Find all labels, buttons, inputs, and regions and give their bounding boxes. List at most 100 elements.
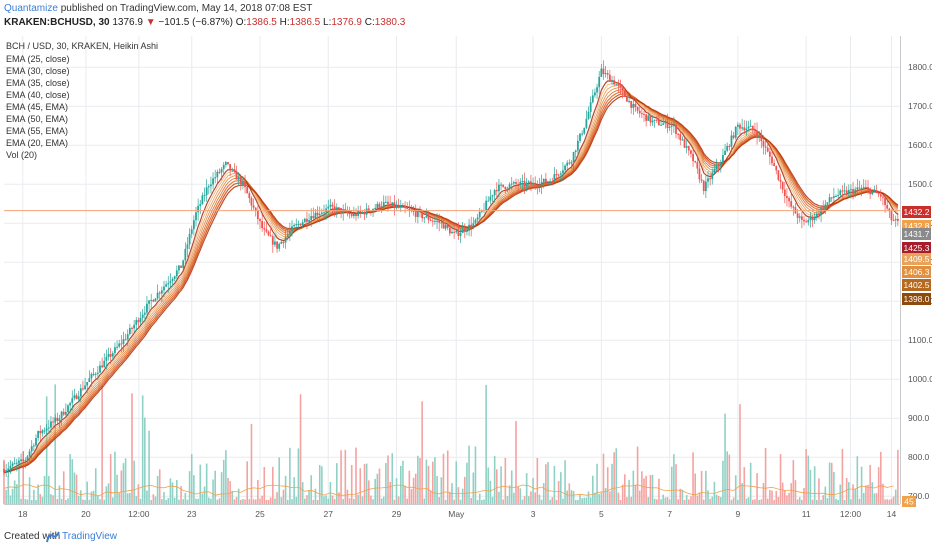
candle-body bbox=[197, 205, 200, 213]
tradingview-link[interactable]: TradingView bbox=[62, 531, 118, 542]
volume-bar bbox=[146, 490, 148, 504]
volume-bar bbox=[45, 396, 48, 504]
price-chart[interactable]: 700.0800.0900.01000.01100.01200.01300.01… bbox=[0, 34, 932, 520]
candle-body bbox=[487, 200, 490, 202]
candle-body bbox=[813, 218, 816, 221]
volume-bar bbox=[662, 494, 664, 504]
volume-bar bbox=[596, 463, 598, 504]
candle-body bbox=[754, 128, 756, 131]
candle-body bbox=[749, 125, 752, 127]
volume-bar bbox=[314, 488, 317, 504]
candle-body bbox=[195, 212, 197, 221]
candle-body bbox=[141, 314, 144, 318]
x-tick-label: 29 bbox=[392, 509, 402, 519]
candle-body bbox=[890, 211, 893, 221]
volume-bar bbox=[346, 489, 349, 504]
candle-body bbox=[408, 209, 411, 211]
volume-bar bbox=[402, 460, 404, 504]
candle-body bbox=[549, 181, 552, 183]
candle-body bbox=[342, 209, 345, 214]
volume-bar bbox=[594, 492, 596, 504]
volume-bar bbox=[306, 495, 308, 504]
candle-body bbox=[594, 92, 596, 96]
candle-body bbox=[412, 210, 415, 212]
volume-bar bbox=[333, 499, 336, 504]
volume-bar bbox=[865, 485, 867, 504]
candle-body bbox=[303, 218, 306, 223]
candle-body bbox=[363, 211, 366, 215]
volume-bar bbox=[766, 498, 769, 504]
candle-body bbox=[564, 165, 566, 171]
volume-bar bbox=[626, 497, 628, 504]
volume-bar bbox=[848, 482, 850, 504]
volume-bar bbox=[547, 462, 549, 504]
volume-bar bbox=[120, 470, 123, 504]
candle-body bbox=[45, 428, 48, 431]
price-tag-label: 1425.3 bbox=[904, 243, 930, 253]
candle-body bbox=[779, 179, 782, 182]
candle-body bbox=[596, 87, 598, 93]
candle-body bbox=[175, 270, 178, 277]
chart-area[interactable]: 700.0800.0900.01000.01100.01200.01300.01… bbox=[0, 34, 932, 520]
candle-body bbox=[621, 87, 624, 91]
candle-body bbox=[871, 191, 874, 195]
candle-body bbox=[692, 153, 694, 162]
volume-bar bbox=[493, 456, 496, 504]
candle-body bbox=[246, 187, 249, 194]
volume-bar bbox=[862, 492, 865, 504]
volume-bar bbox=[551, 497, 554, 504]
y-tick-label: 1800.0 bbox=[908, 62, 932, 72]
volume-bar bbox=[284, 475, 287, 504]
volume-bar bbox=[246, 461, 248, 504]
volume-bar bbox=[491, 496, 494, 504]
volume-bar bbox=[131, 393, 133, 504]
tradingview-logo-icon bbox=[46, 531, 60, 543]
volume-bar bbox=[696, 495, 699, 504]
volume-bar bbox=[542, 483, 545, 504]
candle-body bbox=[803, 219, 805, 222]
candle-body bbox=[707, 178, 709, 182]
volume-bar bbox=[645, 475, 647, 504]
volume-bar bbox=[643, 478, 645, 504]
volume-bar bbox=[423, 498, 426, 504]
volume-bar bbox=[263, 467, 266, 504]
x-tick-label: 25 bbox=[255, 509, 265, 519]
volume-bar bbox=[468, 445, 470, 504]
volume-bar bbox=[700, 470, 703, 504]
volume-bar bbox=[327, 498, 330, 504]
volume-bar bbox=[393, 499, 396, 504]
candle-body bbox=[308, 220, 310, 222]
candle-body bbox=[280, 241, 283, 244]
volume-bar bbox=[440, 477, 443, 504]
candle-body bbox=[694, 161, 697, 163]
volume-bar bbox=[553, 465, 556, 504]
candle-body bbox=[318, 213, 321, 216]
volume-bar bbox=[331, 495, 334, 504]
volume-bar bbox=[116, 474, 118, 504]
author-link[interactable]: Quantamize bbox=[4, 3, 58, 14]
candle-body bbox=[643, 113, 645, 115]
volume-bar bbox=[295, 496, 298, 504]
candle-body bbox=[11, 463, 14, 467]
candle-body bbox=[239, 177, 242, 185]
candle-body bbox=[82, 388, 84, 390]
volume-bar bbox=[784, 490, 786, 504]
ema-line bbox=[3, 87, 899, 473]
legend-item: EMA (55, EMA) bbox=[6, 126, 68, 136]
volume-bar bbox=[434, 457, 436, 504]
volume-bar bbox=[378, 468, 381, 504]
candle-body bbox=[777, 170, 780, 180]
volume-bar bbox=[229, 481, 231, 504]
volume-bar bbox=[839, 484, 842, 504]
candle-body bbox=[685, 146, 688, 148]
volume-bar bbox=[254, 499, 257, 504]
time-axis: 18 20 12:00 23 25 27 29 May 3 5 7 9 11 12:00 14 bbox=[4, 504, 900, 519]
candle-body bbox=[830, 197, 833, 199]
candle-body bbox=[135, 320, 138, 325]
candle-body bbox=[690, 150, 692, 154]
volume-bar bbox=[506, 496, 509, 504]
candle-body bbox=[786, 196, 788, 199]
candle-body bbox=[547, 181, 549, 183]
volume-bar bbox=[323, 496, 325, 504]
